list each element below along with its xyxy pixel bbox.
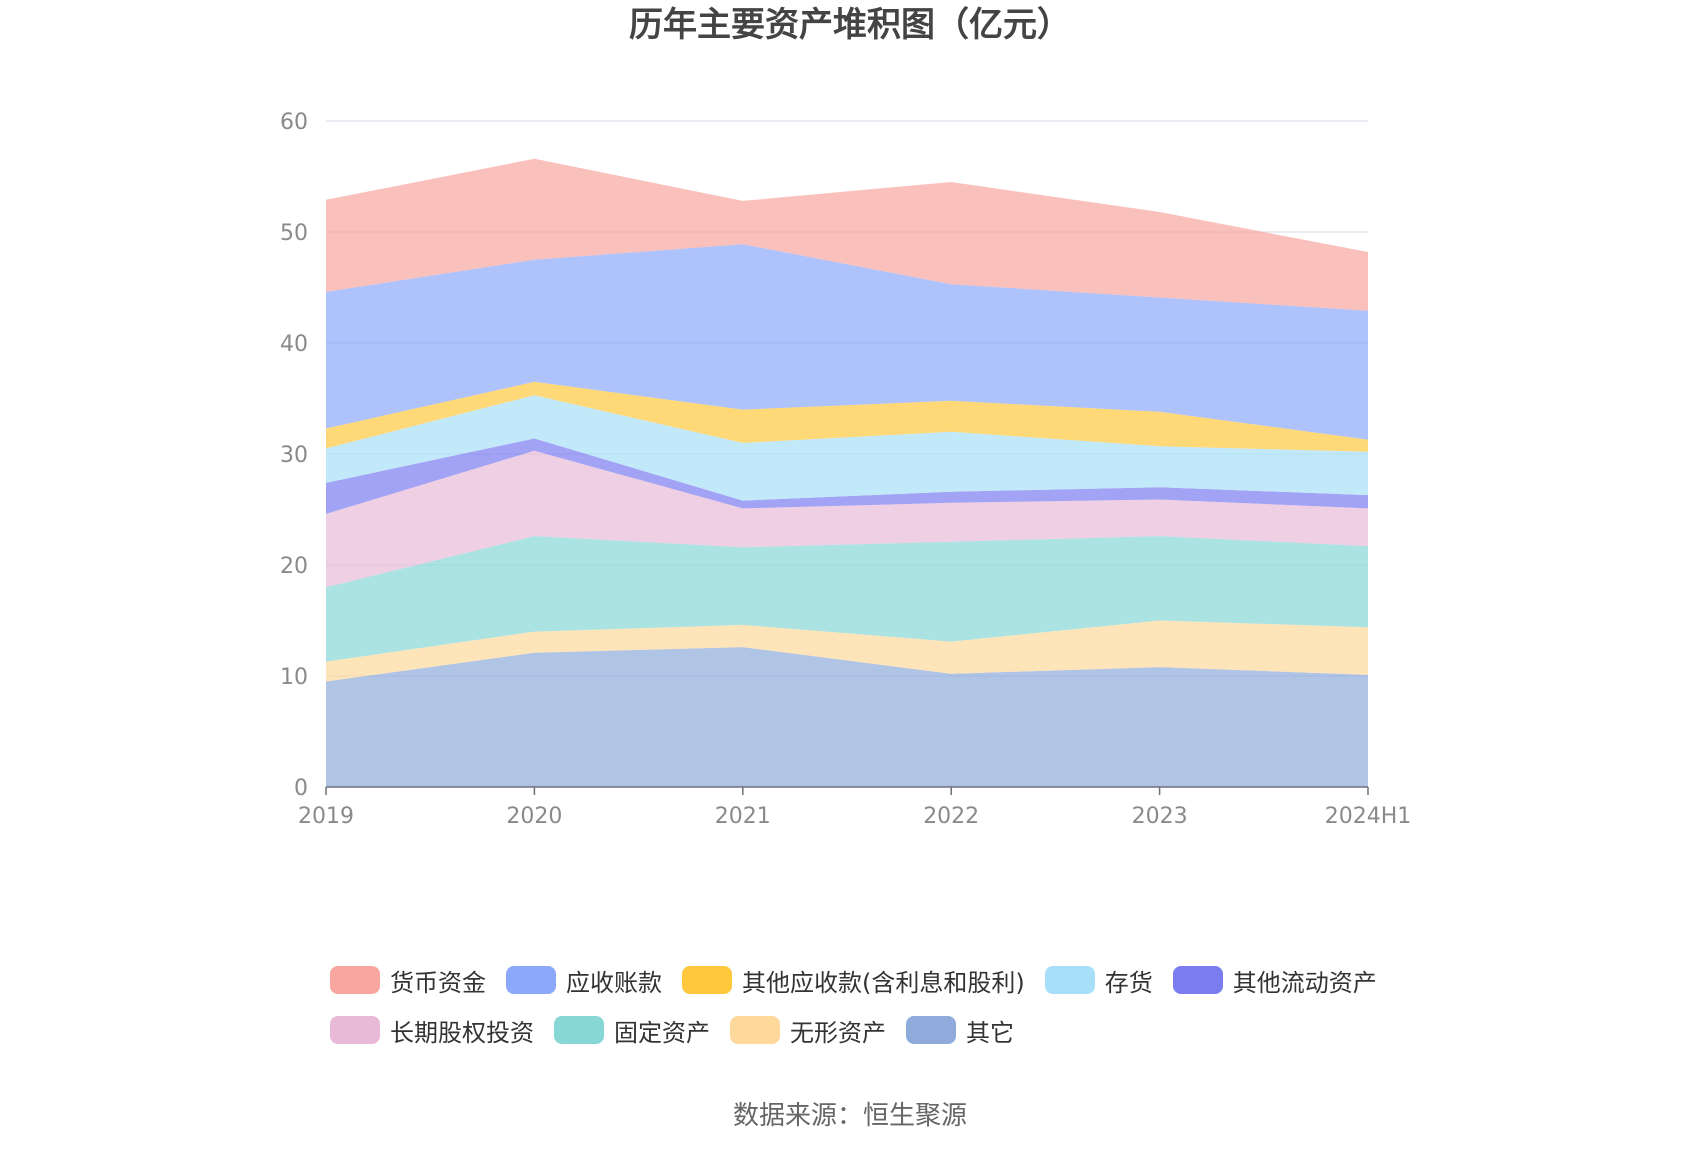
y-tick-label: 40 (280, 332, 308, 357)
legend-swatch (330, 1016, 380, 1044)
y-tick-label: 10 (280, 665, 308, 690)
legend-item[interactable]: 应收账款 (506, 963, 662, 998)
legend-swatch (330, 966, 380, 994)
area-series-1 (326, 620, 1368, 682)
data-source: 数据来源：恒生聚源 (732, 1101, 967, 1131)
legend-swatch (506, 966, 556, 994)
y-tick-label: 0 (294, 776, 308, 801)
area-series-7 (326, 244, 1368, 440)
legend-item[interactable]: 无形资产 (730, 1013, 886, 1048)
legend-label: 货币资金 (390, 968, 486, 997)
legend: 货币资金 应收账款 其他应收款(含利息和股利) 存货 其他流动资产长期股权投资 固定资产 无… (330, 955, 1430, 1055)
x-tick-label: 2023 (1132, 804, 1188, 829)
y-tick-label: 50 (280, 221, 308, 246)
legend-item[interactable]: 存货 (1044, 963, 1153, 998)
x-tick-label: 2024H1 (1325, 804, 1412, 829)
area-series-5 (326, 395, 1368, 501)
legend-label: 其他应收款(含利息和股利) (742, 968, 1025, 997)
legend-row: 长期股权投资 固定资产 无形资产 其它 (330, 1005, 1430, 1055)
legend-row: 货币资金 应收账款 其他应收款(含利息和股利) 存货 其他流动资产 (330, 955, 1430, 1005)
y-tick-label: 30 (280, 443, 308, 468)
stacked-area-chart: 0 10 20 30 40 50 60 2019 2020 2021 2022 2023 2024H1 (280, 110, 1411, 829)
legend-swatch (554, 1016, 604, 1044)
area-series-3 (326, 450, 1368, 588)
area-series (326, 158, 1368, 787)
legend-label: 存货 (1104, 968, 1153, 997)
legend-label: 无形资产 (790, 1018, 886, 1047)
x-tick-label: 2019 (298, 804, 354, 829)
legend-label: 应收账款 (566, 968, 662, 997)
area-series-8 (326, 158, 1368, 311)
x-tick-label: 2022 (923, 804, 979, 829)
chart-title: 历年主要资产堆积图（亿元） (629, 5, 1071, 45)
legend-item[interactable]: 其他应收款(含利息和股利) (682, 963, 1025, 998)
area-series-6 (326, 381, 1368, 452)
legend-swatch (906, 1016, 956, 1044)
legend-swatch (682, 966, 732, 994)
x-tick-label: 2021 (715, 804, 771, 829)
legend-item[interactable]: 其它 (906, 1013, 1014, 1048)
legend-swatch (730, 1016, 780, 1044)
x-tick-label: 2020 (506, 804, 562, 829)
legend-item[interactable]: 货币资金 (330, 963, 486, 998)
legend-label: 其他流动资产 (1232, 968, 1377, 997)
legend-item[interactable]: 长期股权投资 (330, 1013, 534, 1048)
legend-label: 长期股权投资 (390, 1018, 534, 1047)
legend-item[interactable]: 固定资产 (554, 1013, 710, 1048)
y-tick-label: 20 (280, 554, 308, 579)
legend-swatch (1044, 966, 1095, 994)
area-series-0 (326, 647, 1368, 787)
legend-swatch (1172, 966, 1223, 994)
axes: 0 10 20 30 40 50 60 2019 2020 2021 2022 2023 2024H1 (280, 110, 1411, 829)
area-series-4 (326, 438, 1368, 514)
area-series-2 (326, 536, 1368, 662)
legend-label: 固定资产 (614, 1018, 710, 1047)
legend-label: 其它 (966, 1018, 1014, 1047)
legend-item[interactable]: 其他流动资产 (1172, 963, 1377, 998)
y-tick-label: 60 (280, 110, 308, 135)
